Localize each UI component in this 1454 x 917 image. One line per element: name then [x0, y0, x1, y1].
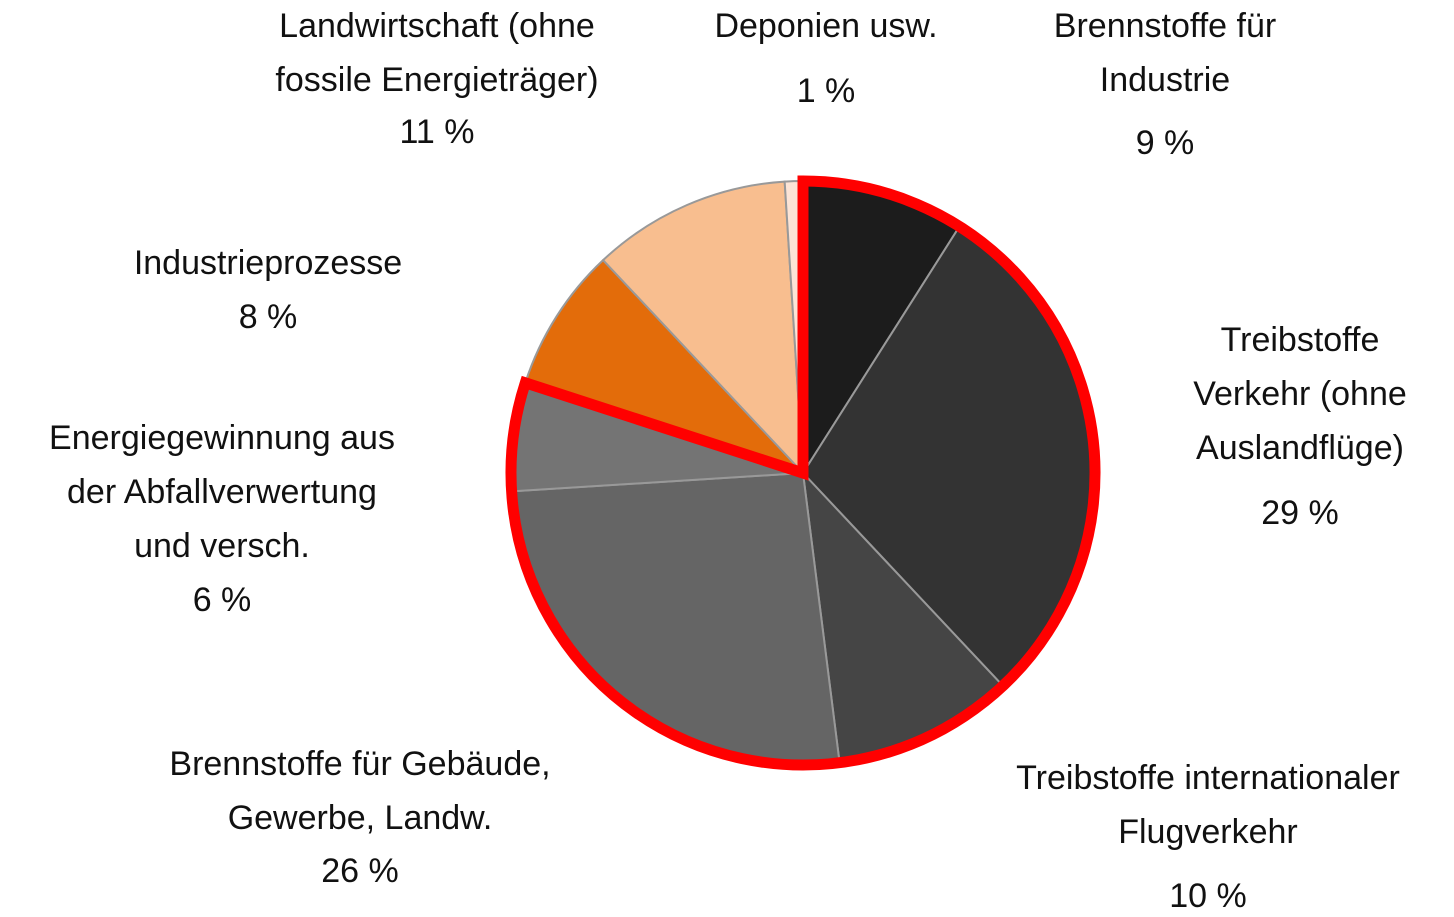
slice-label: und versch. — [134, 527, 310, 565]
slice-label: Industrieprozesse — [134, 244, 402, 282]
value-label: 9 % — [1136, 124, 1195, 162]
slice-label: fossile Energieträger) — [275, 61, 598, 99]
value-label: 1 % — [797, 72, 856, 110]
value-label: 11 % — [400, 113, 475, 151]
pie-slice — [510, 471, 841, 766]
slice-label: Energiegewinnung aus — [49, 419, 395, 457]
pie-slice — [524, 258, 804, 474]
slice-label: Brennstoffe für Gebäude, — [169, 745, 550, 783]
value-label: 6 % — [193, 581, 252, 619]
slice-label: Treibstoffe internationaler — [1016, 759, 1400, 797]
slice-label: Auslandflüge) — [1196, 429, 1404, 467]
slice-label: Gewerbe, Landw. — [228, 799, 493, 837]
slice-label: der Abfallverwertung — [67, 473, 377, 511]
value-label: 10 % — [1169, 877, 1247, 915]
slice-label: Landwirtschaft (ohne — [279, 7, 595, 45]
pie-slice — [601, 180, 805, 476]
value-label: 26 % — [321, 852, 399, 890]
highlight-outline — [505, 175, 1101, 771]
slice-label: Industrie — [1100, 61, 1230, 99]
slice-label: Deponien usw. — [714, 7, 937, 45]
slice-label: Treibstoffe — [1221, 321, 1380, 359]
value-label: 29 % — [1261, 494, 1339, 532]
slice-label: Brennstoffe für — [1054, 7, 1276, 45]
value-label: 8 % — [239, 298, 298, 336]
slice-label: Verkehr (ohne — [1193, 375, 1407, 413]
slice-label: Flugverkehr — [1118, 813, 1298, 851]
